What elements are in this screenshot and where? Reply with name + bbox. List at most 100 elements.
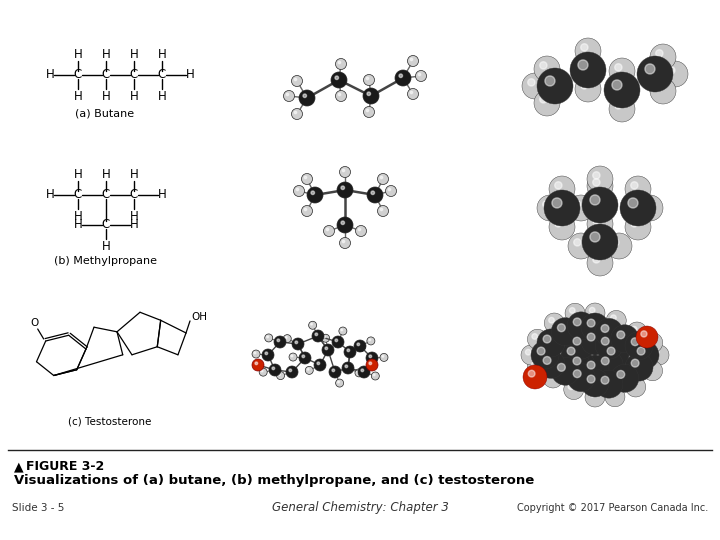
Text: Copyright © 2017 Pearson Canada Inc.: Copyright © 2017 Pearson Canada Inc. — [517, 503, 708, 513]
Circle shape — [336, 58, 346, 70]
Circle shape — [302, 355, 305, 357]
Circle shape — [650, 44, 676, 70]
Circle shape — [578, 60, 588, 70]
Circle shape — [568, 233, 594, 259]
Text: H: H — [130, 219, 138, 232]
Text: C: C — [102, 69, 110, 82]
Circle shape — [636, 326, 658, 348]
Text: H: H — [73, 167, 82, 180]
Text: O: O — [30, 318, 39, 328]
Circle shape — [388, 188, 391, 191]
Circle shape — [527, 357, 547, 377]
Circle shape — [549, 318, 554, 323]
Circle shape — [329, 366, 341, 378]
Circle shape — [627, 322, 647, 342]
Circle shape — [543, 368, 563, 388]
Text: H: H — [73, 219, 82, 232]
Circle shape — [590, 232, 600, 242]
Circle shape — [373, 374, 375, 376]
Circle shape — [305, 366, 313, 374]
Circle shape — [337, 182, 353, 198]
Circle shape — [595, 319, 623, 346]
Circle shape — [296, 188, 299, 191]
Circle shape — [564, 380, 584, 400]
Circle shape — [570, 52, 606, 88]
Circle shape — [284, 91, 294, 102]
Circle shape — [315, 333, 318, 336]
Circle shape — [523, 365, 547, 389]
Circle shape — [611, 364, 639, 393]
Circle shape — [573, 318, 581, 326]
Circle shape — [366, 359, 378, 371]
Circle shape — [631, 182, 638, 189]
Circle shape — [408, 56, 418, 66]
Circle shape — [628, 198, 638, 208]
Circle shape — [292, 76, 302, 86]
Text: (b) Methylpropane: (b) Methylpropane — [53, 256, 156, 266]
Circle shape — [521, 345, 541, 365]
Circle shape — [309, 321, 317, 329]
Circle shape — [276, 372, 284, 380]
Circle shape — [649, 345, 669, 365]
Circle shape — [643, 201, 650, 208]
Circle shape — [567, 363, 595, 392]
Circle shape — [269, 364, 281, 376]
Circle shape — [611, 325, 639, 353]
Circle shape — [526, 349, 531, 355]
Circle shape — [332, 336, 344, 348]
Text: General Chemistry: Chapter 3: General Chemistry: Chapter 3 — [271, 502, 449, 515]
Circle shape — [335, 339, 338, 342]
Circle shape — [366, 352, 378, 364]
Circle shape — [645, 64, 655, 74]
Circle shape — [265, 334, 273, 342]
Circle shape — [543, 335, 551, 343]
Circle shape — [590, 392, 595, 397]
Circle shape — [537, 329, 565, 357]
Text: H: H — [186, 69, 194, 82]
Circle shape — [543, 201, 550, 208]
Circle shape — [338, 61, 341, 64]
Circle shape — [573, 338, 581, 345]
Circle shape — [358, 366, 370, 378]
Circle shape — [595, 370, 623, 398]
Circle shape — [295, 341, 297, 343]
Circle shape — [272, 367, 274, 370]
Circle shape — [410, 91, 413, 93]
Circle shape — [554, 182, 562, 189]
Circle shape — [285, 336, 287, 339]
Circle shape — [582, 224, 618, 260]
Circle shape — [345, 365, 348, 368]
Circle shape — [595, 351, 623, 379]
Text: H: H — [102, 90, 110, 103]
Circle shape — [588, 361, 595, 369]
Circle shape — [364, 106, 374, 118]
Circle shape — [588, 375, 595, 383]
Circle shape — [255, 362, 258, 364]
Circle shape — [355, 369, 363, 377]
Circle shape — [338, 93, 341, 96]
Circle shape — [325, 347, 328, 349]
Circle shape — [366, 109, 369, 112]
Circle shape — [302, 206, 312, 217]
Circle shape — [307, 187, 323, 203]
Circle shape — [612, 80, 622, 90]
Circle shape — [286, 366, 298, 378]
Circle shape — [609, 96, 635, 122]
Circle shape — [418, 73, 420, 76]
Circle shape — [326, 228, 328, 231]
Text: H: H — [158, 48, 166, 60]
Circle shape — [324, 336, 325, 338]
Circle shape — [626, 377, 646, 397]
Circle shape — [654, 349, 659, 355]
Circle shape — [357, 343, 360, 346]
Circle shape — [291, 355, 293, 357]
Circle shape — [647, 337, 653, 343]
Text: Slide 3 - 5: Slide 3 - 5 — [12, 503, 64, 513]
Circle shape — [552, 357, 580, 385]
Circle shape — [557, 324, 565, 332]
Circle shape — [366, 77, 369, 80]
Circle shape — [534, 90, 560, 116]
Circle shape — [568, 195, 594, 221]
Circle shape — [341, 221, 344, 225]
Circle shape — [305, 176, 307, 179]
